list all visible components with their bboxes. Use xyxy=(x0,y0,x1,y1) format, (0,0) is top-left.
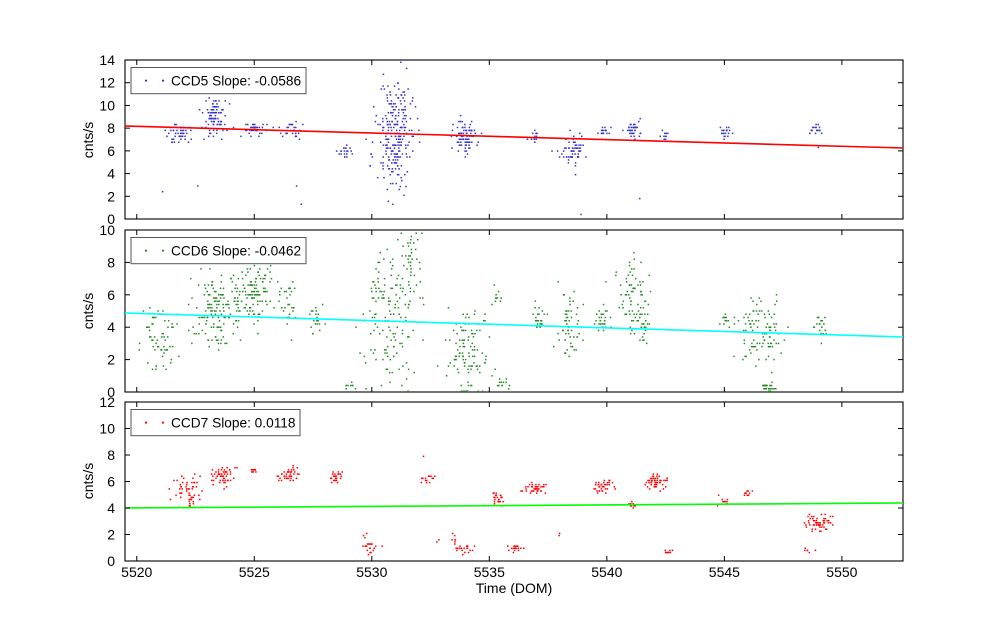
svg-text:6: 6 xyxy=(107,287,115,303)
svg-text:2: 2 xyxy=(107,527,115,543)
svg-text:cnts/s: cnts/s xyxy=(80,122,96,159)
svg-text:8: 8 xyxy=(107,120,115,136)
svg-text:cnts/s: cnts/s xyxy=(80,463,96,500)
svg-text:5535: 5535 xyxy=(474,564,505,580)
svg-text:12: 12 xyxy=(99,394,115,410)
svg-text:4: 4 xyxy=(107,166,115,182)
svg-text:6: 6 xyxy=(107,143,115,159)
svg-text:10: 10 xyxy=(99,97,115,113)
svg-text:5525: 5525 xyxy=(239,564,270,580)
svg-text:CCD5 Slope: -0.0586: CCD5 Slope: -0.0586 xyxy=(171,73,301,88)
svg-text:5530: 5530 xyxy=(356,564,387,580)
svg-text:5540: 5540 xyxy=(591,564,622,580)
svg-text:4: 4 xyxy=(107,319,115,335)
svg-text:cnts/s: cnts/s xyxy=(80,293,96,330)
svg-text:2: 2 xyxy=(107,352,115,368)
svg-text:2: 2 xyxy=(107,188,115,204)
svg-text:8: 8 xyxy=(107,447,115,463)
svg-text:Time (DOM): Time (DOM) xyxy=(476,580,552,596)
svg-text:8: 8 xyxy=(107,254,115,270)
svg-text:5550: 5550 xyxy=(826,564,857,580)
svg-text:4: 4 xyxy=(107,500,115,516)
svg-text:CCD6 Slope: -0.0462: CCD6 Slope: -0.0462 xyxy=(171,243,301,258)
svg-text:0: 0 xyxy=(107,553,115,569)
svg-text:10: 10 xyxy=(99,222,115,238)
svg-text:10: 10 xyxy=(99,421,115,437)
svg-text:5545: 5545 xyxy=(709,564,740,580)
svg-text:14: 14 xyxy=(99,52,115,68)
svg-text:CCD7 Slope: 0.0118: CCD7 Slope: 0.0118 xyxy=(171,415,296,430)
svg-text:12: 12 xyxy=(99,75,115,91)
svg-text:5520: 5520 xyxy=(121,564,152,580)
svg-text:6: 6 xyxy=(107,474,115,490)
